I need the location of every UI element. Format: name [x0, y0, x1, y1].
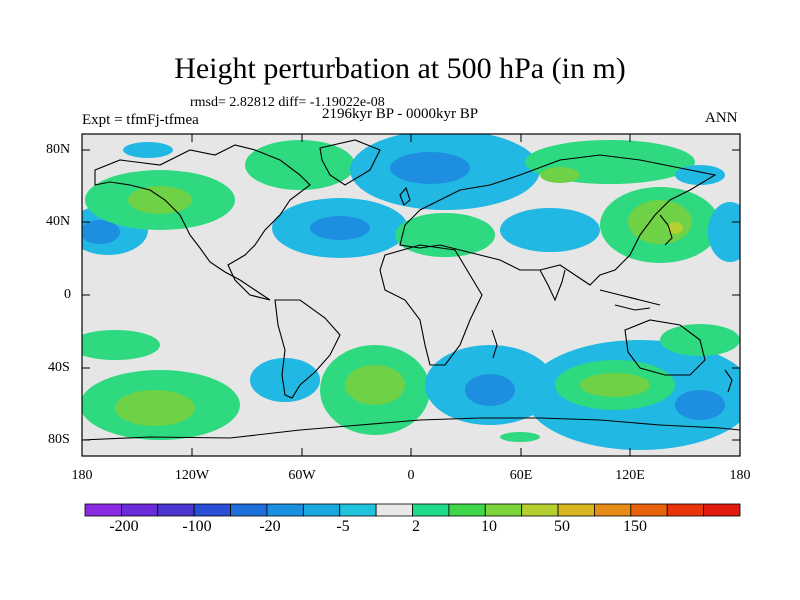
- colorbar-swatch: [521, 503, 559, 517]
- colorbar-swatch: [703, 503, 741, 517]
- colorbar-label: 150: [623, 518, 647, 535]
- colorbar-label: -200: [109, 518, 139, 535]
- lon-label-0: 0: [407, 468, 415, 483]
- lat-label-40n: 40N: [46, 214, 71, 229]
- lon-label-60e: 60E: [509, 468, 533, 483]
- colorbar-swatch: [84, 503, 122, 517]
- rmsd-stat: rmsd= 2.82812 diff= -1.19022e-08: [190, 95, 385, 110]
- colorbar-swatch: [339, 503, 377, 517]
- lat-label-80s: 80S: [48, 432, 70, 447]
- season-label: ANN: [705, 110, 738, 126]
- colorbar-swatch: [230, 503, 268, 517]
- experiment-label: Expt = tfmFj-tfmea: [82, 112, 199, 128]
- colorbar-swatch: [666, 503, 705, 517]
- colorbar-label: 2: [412, 518, 420, 535]
- lon-label-180e: 180: [729, 468, 751, 483]
- lon-label-120w: 120W: [174, 468, 210, 483]
- lat-ticks: [82, 149, 740, 441]
- contour-fields: [82, 134, 740, 450]
- lon-label-180w: 180: [71, 468, 93, 483]
- lon-label-60w: 60W: [288, 468, 316, 483]
- colorbar-swatch: [193, 503, 231, 517]
- colorbar-label: -100: [182, 518, 212, 535]
- colorbar-swatch: [120, 503, 159, 517]
- colorbar-swatch: [484, 503, 523, 517]
- colorbar-label: -5: [336, 518, 350, 535]
- map-title: Height perturbation at 500 hPa (in m): [174, 52, 626, 85]
- lon-ticks: [191, 134, 631, 456]
- colorbar-swatch: [557, 503, 595, 517]
- colorbar-swatch: [594, 503, 632, 517]
- colorbar-swatch: [412, 503, 450, 517]
- colorbar-swatch: [157, 503, 195, 517]
- colorbar-swatch: [375, 503, 413, 517]
- colorbar-swatch: [302, 503, 341, 517]
- colorbar-swatch: [448, 503, 486, 517]
- period-label: 2196kyr BP - 0000kyr BP: [322, 106, 479, 122]
- lat-label-80n: 80N: [46, 142, 71, 157]
- lat-label-40s: 40S: [48, 360, 70, 375]
- colorbar-label: -20: [259, 518, 281, 535]
- coastlines: [82, 139, 740, 441]
- lon-label-120e: 120E: [615, 468, 645, 483]
- lat-label-0: 0: [64, 287, 71, 302]
- colorbar: [84, 503, 741, 517]
- colorbar-label: 50: [554, 518, 570, 535]
- colorbar-swatch: [630, 503, 668, 517]
- colorbar-label: 10: [481, 518, 497, 535]
- colorbar-swatch: [266, 503, 304, 517]
